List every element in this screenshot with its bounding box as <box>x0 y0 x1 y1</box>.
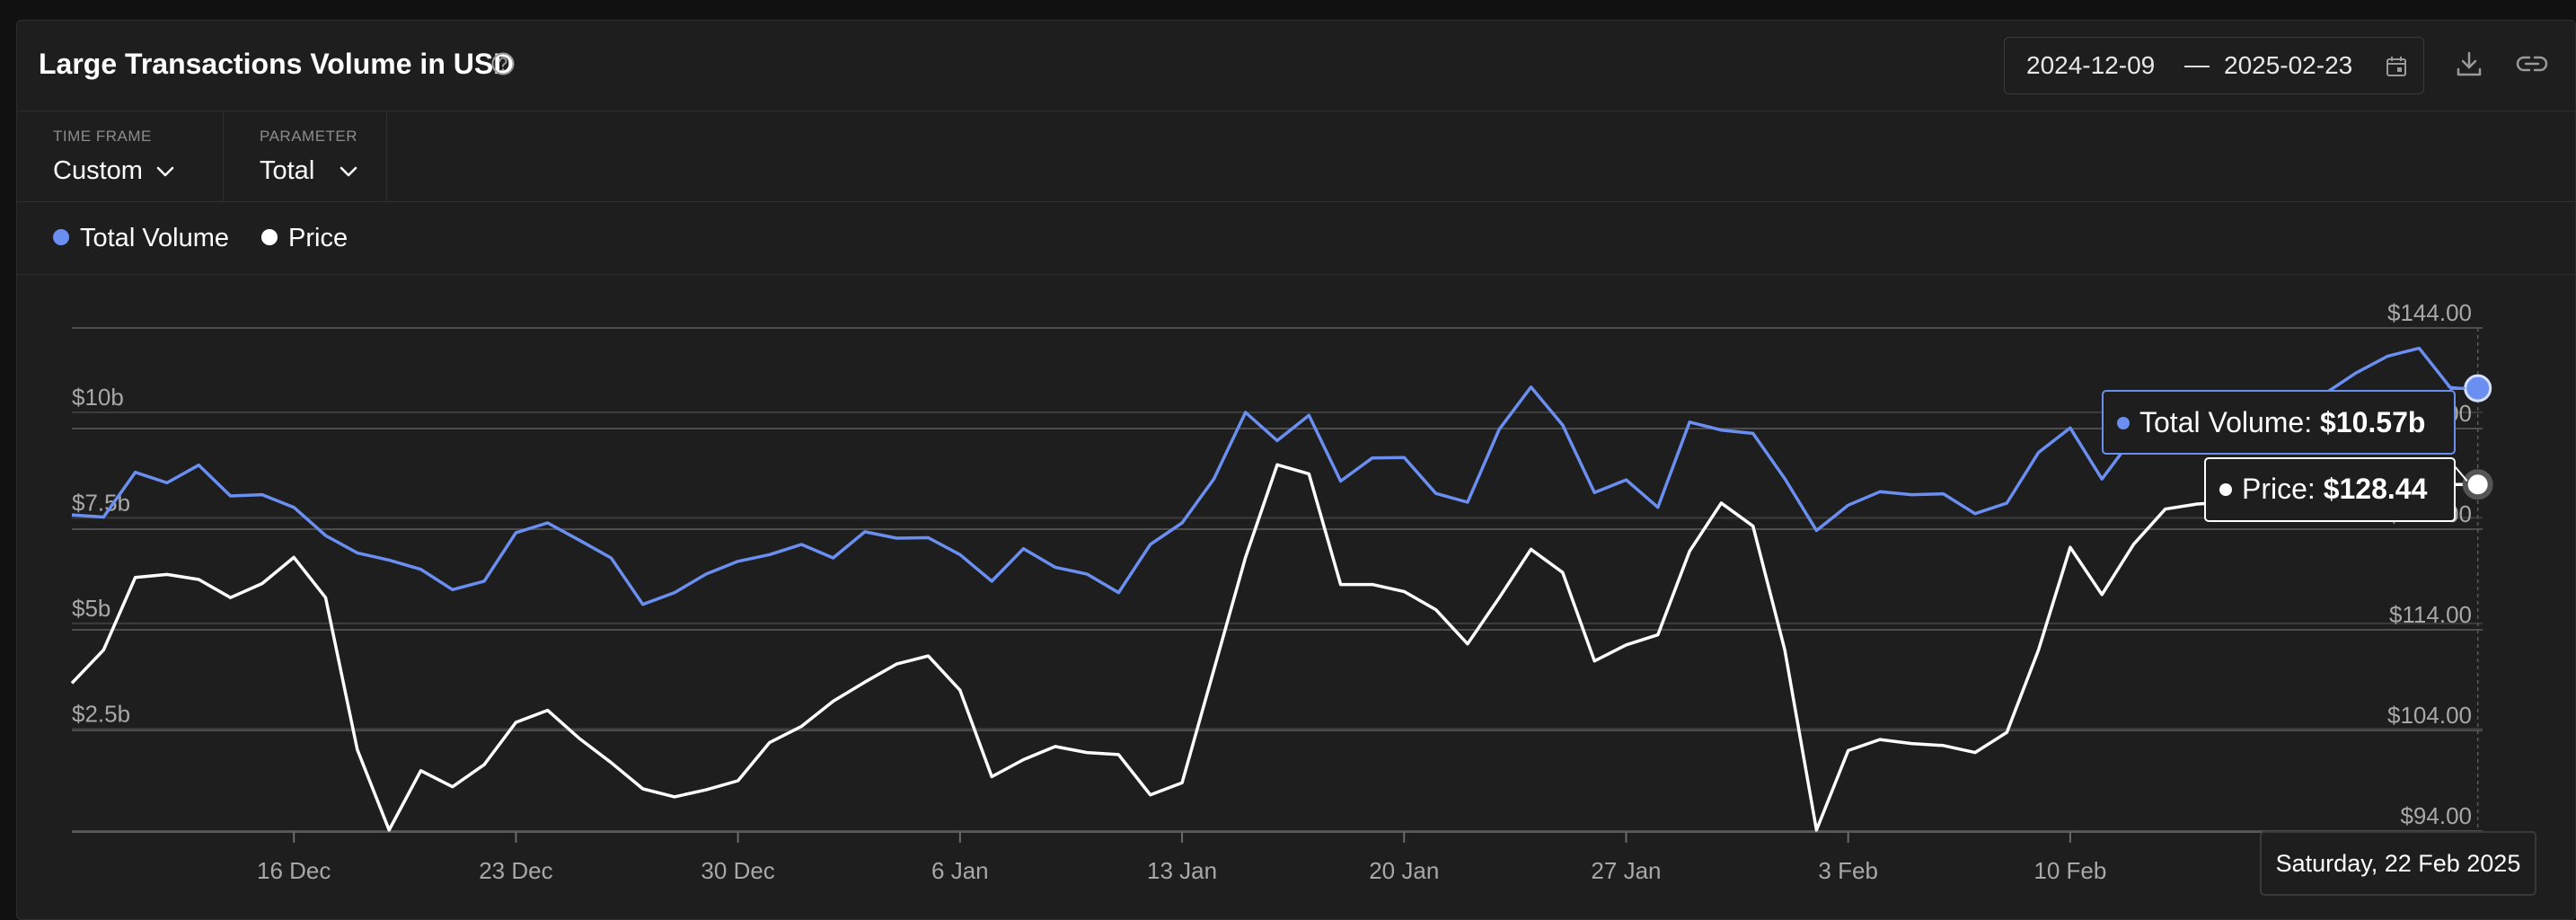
legend-label-volume: Total Volume <box>80 224 230 252</box>
y-right-tick-label: $104.00 <box>2387 702 2472 729</box>
start-date[interactable]: 2024-12-09 <box>2026 51 2156 79</box>
x-tick-label: 16 Dec <box>257 857 331 884</box>
timeframe-control[interactable]: TIME FRAME Custom <box>17 111 224 201</box>
legend-label-price: Price <box>288 224 348 252</box>
controls-bar: TIME FRAME Custom PARAMETER Total <box>17 111 2575 202</box>
end-date[interactable]: 2025-02-23 <box>2224 51 2353 79</box>
x-tick-label: 20 Jan <box>1369 857 1439 884</box>
parameter-label: PARAMETER <box>260 128 358 145</box>
date-separator: — <box>2184 50 2210 78</box>
price-tooltip-dot <box>2219 483 2232 496</box>
price-tooltip-text: Price: $128.44 <box>2242 473 2428 505</box>
price-tooltip-box <box>2204 457 2456 522</box>
x-tick-label: 30 Dec <box>701 857 774 884</box>
x-tick-label: 13 Jan <box>1147 857 1217 884</box>
volume-tooltip-dot <box>2117 417 2130 429</box>
price-hover-point <box>2462 469 2493 500</box>
y-left-tick-label: $2.5b <box>72 700 130 727</box>
volume-hover-point <box>2464 374 2492 402</box>
legend-item-volume[interactable]: Total Volume <box>53 224 229 253</box>
link-icon[interactable] <box>2514 48 2550 80</box>
x-tick-label: 23 Dec <box>479 857 552 884</box>
chart-title: Large Transactions Volume in USD <box>39 48 515 80</box>
chevron-down-icon[interactable] <box>155 165 175 178</box>
y-left-tick-label: $10b <box>72 384 124 411</box>
price-line <box>70 463 2483 832</box>
chart-legend: Total Volume Price <box>17 202 2575 275</box>
timeframe-select[interactable]: Custom <box>53 156 143 185</box>
total-volume-line <box>71 346 2483 606</box>
parameter-select[interactable]: Total <box>260 156 315 185</box>
timeframe-label: TIME FRAME <box>53 128 152 145</box>
legend-dot-volume <box>53 229 69 246</box>
y-left-tick-label: $5b <box>72 595 110 622</box>
legend-dot-price <box>261 229 278 246</box>
x-tick-label: 10 Feb <box>2033 857 2106 884</box>
legend-item-price[interactable]: Price <box>261 224 348 253</box>
date-tooltip-text: Saturday, 22 Feb 2025 <box>2276 850 2521 877</box>
date-range-picker[interactable]: 2024-12-09 — 2025-02-23 <box>2004 37 2424 94</box>
volume-tooltip-text: Total Volume: $10.57b <box>2139 406 2425 438</box>
parameter-control[interactable]: PARAMETER Total <box>224 111 387 201</box>
y-right-tick-label: $94.00 <box>2400 802 2472 829</box>
volume-tooltip-connector <box>2447 385 2466 390</box>
calendar-icon[interactable] <box>2384 54 2409 79</box>
y-right-tick-label: $114.00 <box>2389 601 2472 628</box>
help-circle-icon[interactable] <box>490 50 516 77</box>
download-icon[interactable] <box>2453 48 2485 80</box>
x-tick-label: 27 Jan <box>1591 857 1661 884</box>
x-tick-label: 6 Jan <box>931 857 989 884</box>
volume-tooltip-box <box>2102 390 2456 455</box>
date-tooltip-box <box>2260 831 2536 896</box>
chevron-down-icon[interactable] <box>339 165 358 178</box>
x-tick-label: 3 Feb <box>1818 857 1878 884</box>
y-right-tick-label: $144.00 <box>2387 299 2472 326</box>
card-header: Large Transactions Volume in USD 2024-12… <box>17 21 2575 111</box>
